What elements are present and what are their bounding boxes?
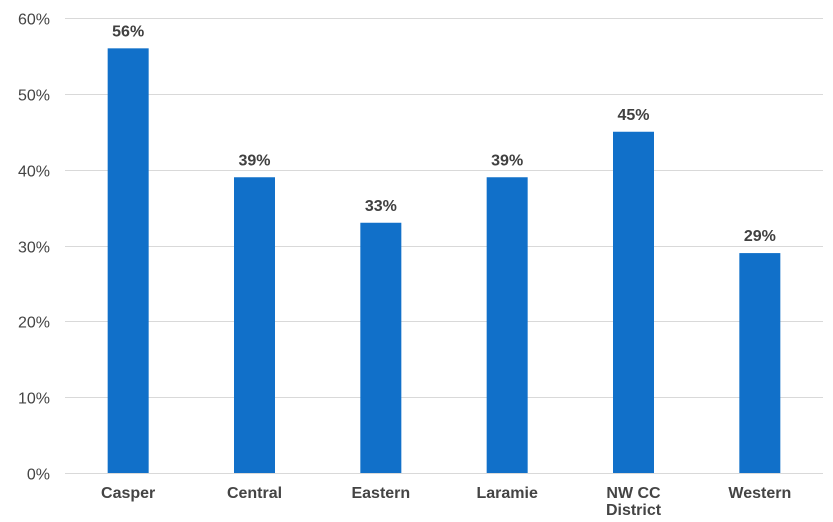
category-label: Central: [227, 485, 282, 502]
data-label: 39%: [491, 152, 523, 169]
bar: [739, 253, 781, 473]
x-axis-category-labels: Casper Central Eastern Laramie NW CC District…: [101, 485, 791, 519]
category-label: Laramie: [476, 485, 537, 502]
bar: [360, 222, 402, 473]
bar: [613, 131, 654, 473]
data-label: 33%: [365, 198, 397, 215]
data-label: 39%: [238, 152, 270, 169]
category-label: Casper: [101, 485, 155, 502]
y-tick-label: 10%: [18, 391, 50, 408]
gridlines: [65, 18, 823, 474]
data-labels: 56% 39% 33% 39% 45% 29%: [112, 23, 776, 245]
category-label: Western: [728, 485, 791, 502]
y-tick-label: 20%: [18, 315, 50, 332]
bars: [107, 48, 781, 473]
y-tick-label: 50%: [18, 88, 50, 105]
category-label: NW CC District: [606, 485, 662, 519]
data-label: 56%: [112, 23, 144, 40]
bar: [486, 177, 528, 473]
data-label: 45%: [617, 107, 649, 124]
data-label: 29%: [744, 228, 776, 245]
y-tick-label: 40%: [18, 164, 50, 181]
bar: [107, 48, 149, 473]
y-tick-label: 0%: [27, 467, 50, 484]
bar: [234, 177, 275, 473]
category-label: Eastern: [351, 485, 410, 502]
y-tick-label: 30%: [18, 240, 50, 257]
y-tick-label: 60%: [18, 12, 50, 29]
y-axis-tick-labels: 0% 10% 20% 30% 40% 50% 60%: [18, 12, 50, 484]
